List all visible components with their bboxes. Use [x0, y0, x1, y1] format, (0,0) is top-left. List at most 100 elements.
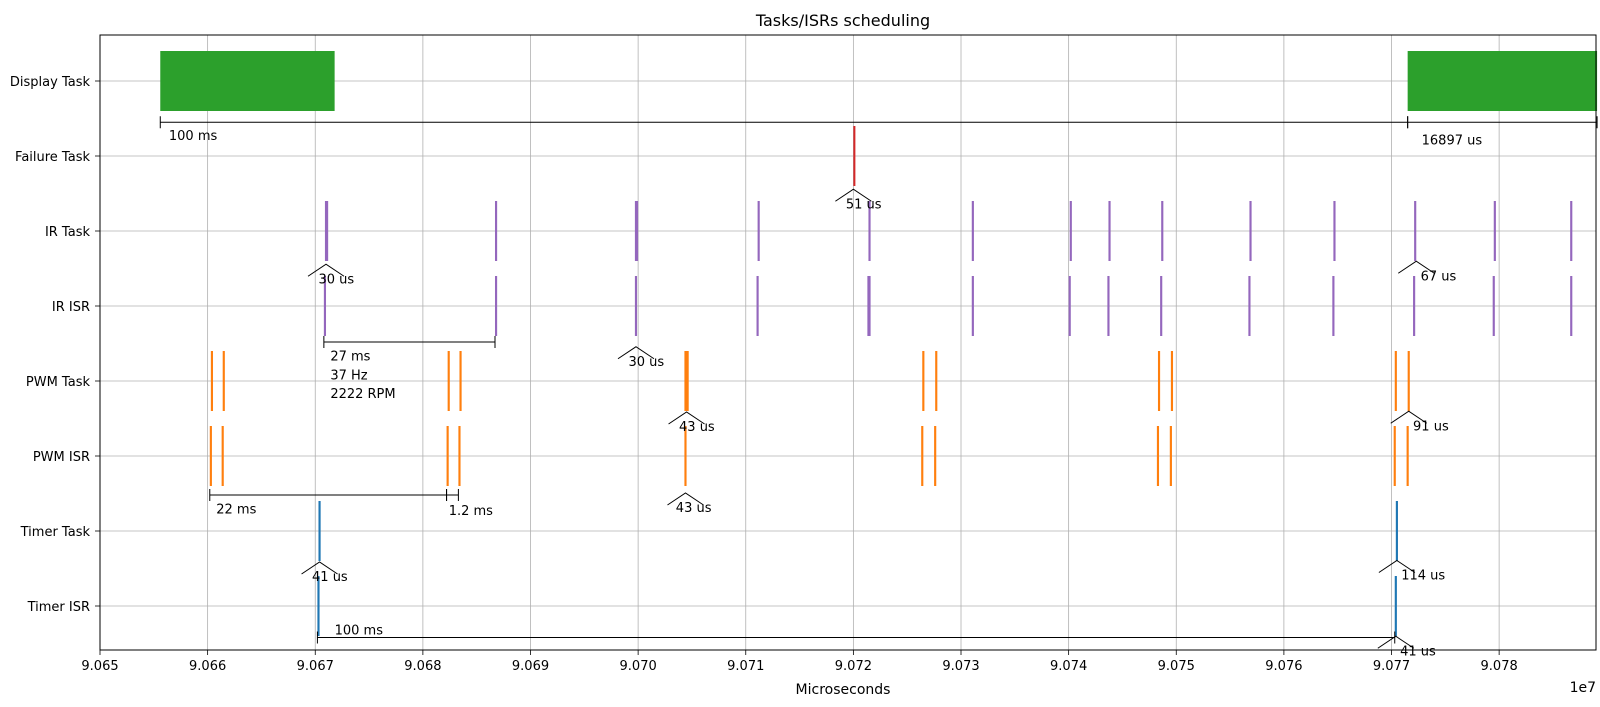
interval-label: 100 ms — [335, 623, 384, 638]
task-bar — [1156, 426, 1160, 486]
interval-label: 27 ms — [330, 350, 370, 365]
x-tick-label: 9.077 — [1373, 659, 1410, 674]
duration-label: 51 us — [846, 197, 882, 212]
duration-label: 43 us — [679, 420, 715, 435]
task-bar — [935, 351, 938, 411]
task-bar — [1333, 201, 1336, 261]
task-bar — [1414, 201, 1417, 261]
task-bar — [971, 201, 974, 261]
task-bar — [1407, 351, 1410, 411]
task-bar — [1407, 51, 1598, 111]
duration-bracket — [668, 411, 705, 425]
duration-label: 91 us — [1413, 419, 1449, 434]
x-tick-label: 9.075 — [1158, 659, 1195, 674]
x-tick-label: 9.067 — [297, 659, 334, 674]
task-bar — [1169, 426, 1172, 486]
task-bar — [853, 126, 856, 186]
y-tick-label: IR Task — [45, 225, 91, 240]
x-tick-label: 9.070 — [620, 659, 657, 674]
task-bar — [1570, 276, 1573, 336]
task-bar — [447, 351, 450, 411]
task-bar — [459, 351, 462, 411]
x-tick-label: 9.069 — [512, 659, 549, 674]
y-tick-label: Timer Task — [20, 525, 91, 540]
duration-bracket — [1397, 260, 1435, 274]
duration-label: 114 us — [1401, 569, 1445, 584]
y-tick-label: PWM ISR — [33, 450, 90, 465]
task-bar — [1570, 201, 1573, 261]
y-tick-label: Timer ISR — [27, 600, 90, 615]
task-bar — [494, 201, 498, 261]
x-tick-label: 9.073 — [942, 659, 979, 674]
x-tick-label: 9.068 — [404, 659, 441, 674]
task-bar — [1332, 276, 1335, 336]
duration-label: 30 us — [318, 272, 354, 287]
interval-label: 16897 us — [1422, 134, 1483, 149]
duration-bracket — [1377, 635, 1415, 649]
task-bar — [684, 426, 687, 486]
task-bar — [634, 276, 638, 336]
bars — [160, 51, 1598, 636]
task-bar — [1249, 201, 1252, 261]
y-tick-label: Failure Task — [15, 150, 90, 165]
task-bar — [921, 426, 924, 486]
x-tick-label: 9.071 — [727, 659, 764, 674]
task-bar — [221, 426, 224, 486]
duration-label: 41 us — [312, 570, 348, 585]
task-bar — [1413, 276, 1416, 336]
y-tick-label: IR ISR — [52, 300, 90, 315]
task-bar — [494, 276, 498, 336]
task-bar — [209, 426, 212, 486]
task-bar — [1108, 201, 1111, 261]
y-tick-label: Display Task — [10, 75, 91, 90]
task-bar — [446, 426, 449, 486]
task-bar — [868, 201, 871, 261]
duration-bracket — [307, 263, 345, 277]
duration-label: 30 us — [628, 355, 664, 370]
task-bar — [1493, 201, 1496, 261]
task-bar — [1394, 351, 1397, 411]
task-bar — [1157, 351, 1161, 411]
duration-bracket — [835, 188, 872, 202]
annotation-text: 2222 RPM — [330, 387, 395, 402]
task-bar — [1492, 276, 1495, 336]
duration-label: 41 us — [1400, 644, 1436, 659]
task-bar — [160, 51, 335, 111]
x-tick-label: 9.066 — [189, 659, 226, 674]
task-bar — [1248, 276, 1251, 336]
task-bar — [458, 426, 461, 486]
duration-label: 67 us — [1421, 269, 1457, 284]
x-tick-label: 9.072 — [835, 659, 872, 674]
x-tick-label: 9.076 — [1265, 659, 1302, 674]
task-bar — [317, 576, 320, 636]
task-bar — [1394, 576, 1397, 636]
task-bar — [210, 351, 214, 411]
annotations: 100 ms 16897 us 27 ms 22 ms 1.2 ms 100 ms 37 H… — [159, 116, 1598, 659]
axes: 9.065 9.066 9.067 9.068 9.069 9.070 9.071 9.072… — [10, 75, 1518, 674]
task-bar — [1107, 276, 1110, 336]
task-bar — [1406, 426, 1409, 486]
task-bar — [1160, 276, 1163, 336]
task-bar — [756, 276, 759, 336]
task-bar — [1393, 426, 1396, 486]
task-bar — [922, 351, 925, 411]
task-bar — [1068, 276, 1071, 336]
interval-label: 1.2 ms — [449, 504, 493, 519]
task-bar — [323, 276, 327, 336]
x-tick-label: 9.074 — [1050, 659, 1087, 674]
duration-bracket — [1390, 410, 1428, 424]
x-tick-label: 9.078 — [1481, 659, 1518, 674]
task-bar — [318, 501, 321, 561]
task-bar — [1161, 201, 1164, 261]
grid — [100, 35, 1596, 650]
duration-bracket — [617, 346, 655, 360]
x-scale-multiplier: 1e7 — [1570, 680, 1596, 696]
task-bar — [1069, 201, 1072, 261]
y-tick-label: PWM Task — [26, 375, 91, 390]
task-bar — [1395, 501, 1398, 561]
duration-bracket — [1378, 559, 1416, 573]
duration-label: 43 us — [676, 501, 712, 516]
task-bar — [634, 201, 639, 261]
task-bar — [757, 201, 760, 261]
